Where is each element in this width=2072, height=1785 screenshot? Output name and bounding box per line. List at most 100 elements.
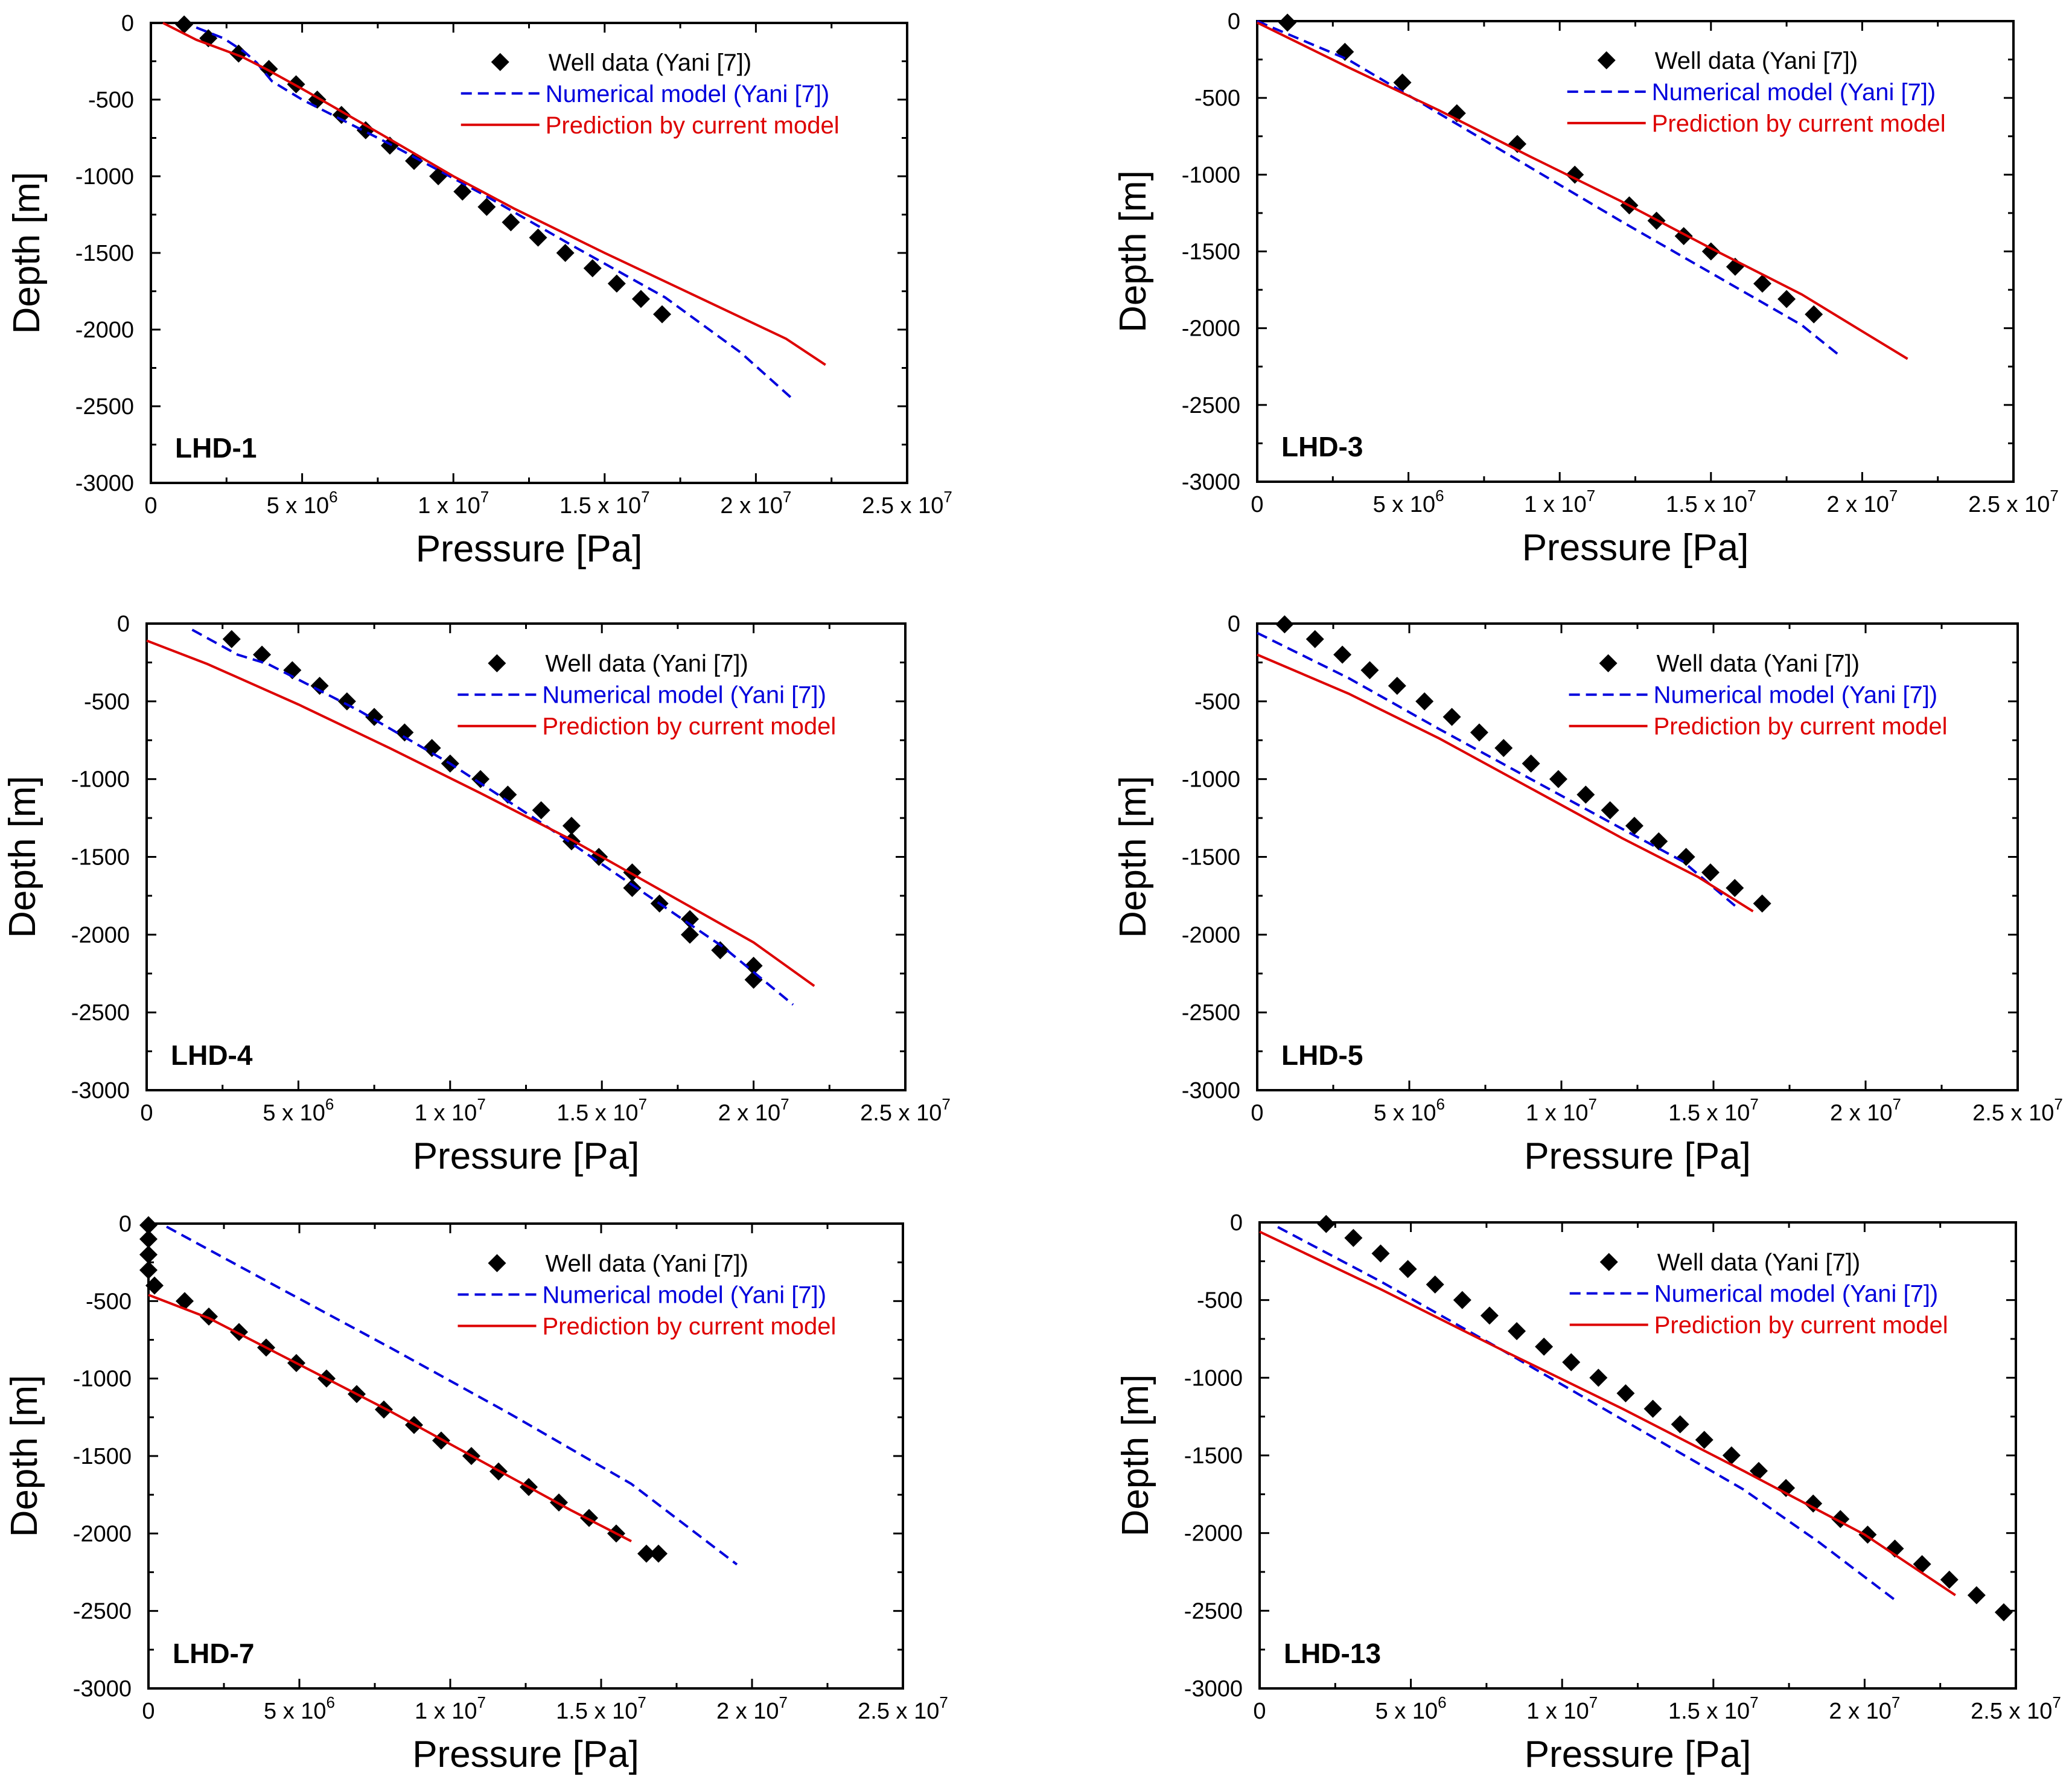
y-tick-label: -1000 [1184, 1365, 1243, 1391]
x-tick-label: 2 x 107 [1829, 1693, 1900, 1724]
x-tick-label-text: 1 x 10 [1526, 1100, 1589, 1126]
well-data-point [649, 1544, 668, 1563]
series-diamond [1317, 1215, 2013, 1621]
x-tick-label: 5 x 106 [267, 488, 338, 519]
y-tick-label: -2500 [1184, 1598, 1243, 1624]
y-tick-label: -1500 [71, 845, 130, 870]
x-tick-label-exponent: 7 [780, 1095, 789, 1113]
x-tick-label-text: 1 x 10 [415, 1100, 477, 1126]
y-tick-label: -2500 [71, 1000, 130, 1026]
x-tick-label-exponent: 6 [327, 1693, 335, 1711]
well-data-point [1753, 274, 1772, 293]
series-dash [1257, 20, 1839, 356]
well-data-point [453, 182, 472, 201]
x-tick-label: 5 x 106 [263, 1095, 334, 1126]
x-tick-label-text: 5 x 10 [1374, 1100, 1436, 1126]
y-tick-label: -3000 [75, 471, 134, 496]
well-data-point [1777, 1479, 1796, 1498]
numerical-model-line [1257, 20, 1839, 356]
y-tick-label: -2000 [1184, 1521, 1243, 1547]
x-tick-label-text: 2 x 10 [716, 1699, 779, 1724]
x-tick-label-exponent: 7 [2054, 1095, 2062, 1113]
series-dash [1277, 1225, 1896, 1601]
well-data-point [1480, 1306, 1499, 1325]
well-data-point [145, 1276, 164, 1295]
well-data-point [1625, 816, 1643, 835]
well-data-point [1453, 1291, 1471, 1309]
y-tick-label: 0 [117, 611, 130, 637]
well-data-point [477, 197, 496, 216]
legend-label: Prediction by current model [543, 1313, 837, 1340]
x-tick-label: 2 x 107 [716, 1693, 788, 1724]
legend-marker-diamond [488, 1254, 506, 1272]
y-axis-title: Depth [m] [1112, 776, 1154, 938]
well-data-point [310, 677, 329, 695]
x-tick-label-text: 2 x 10 [1826, 492, 1889, 517]
series-diamond [222, 630, 763, 989]
well-data-point [139, 1230, 158, 1248]
well-data-point [332, 106, 351, 124]
x-tick-label: 1 x 107 [418, 488, 489, 519]
y-tick-label: -500 [1194, 689, 1240, 715]
x-tick-label: 1 x 107 [415, 1095, 486, 1126]
x-tick-label: 1.5 x 107 [1666, 487, 1756, 517]
x-tick-label-exponent: 7 [942, 1095, 950, 1113]
x-tick-label-exponent: 7 [637, 1693, 646, 1711]
well-label: LHD-4 [171, 1039, 253, 1071]
legend: Well data (Yani [7]) Numerical model (Yan… [1567, 48, 1946, 137]
series-solid [148, 1294, 632, 1542]
well-data-point [1576, 785, 1595, 804]
well-data-point [422, 739, 441, 758]
series-solid [146, 639, 815, 988]
y-tick-label: 0 [121, 11, 134, 36]
well-data-point [1398, 1260, 1417, 1279]
well-data-point [1278, 13, 1297, 32]
x-tick-label-text: 0 [1251, 492, 1263, 517]
x-tick-label-text: 5 x 10 [1373, 492, 1436, 517]
well-data-point [556, 244, 575, 262]
legend-marker-diamond [1599, 654, 1618, 672]
prediction-line [1257, 653, 1754, 913]
well-data-point [1360, 661, 1379, 680]
prediction-line [146, 639, 815, 988]
well-data-point [1940, 1570, 1959, 1589]
x-tick-label-text: 5 x 10 [267, 493, 330, 519]
x-tick-label-text: 2.5 x 10 [1971, 1699, 2052, 1724]
x-tick-label: 1 x 107 [1524, 487, 1595, 517]
well-data-point [562, 816, 581, 835]
y-tick-label: -2000 [73, 1521, 132, 1547]
x-tick-label: 1.5 x 107 [1668, 1693, 1759, 1724]
x-tick-label-exponent: 7 [1747, 487, 1756, 505]
x-tick-label-exponent: 7 [1893, 1095, 1901, 1113]
x-tick-label-text: 0 [1253, 1699, 1266, 1724]
legend-marker-diamond [491, 53, 509, 71]
x-tick-label: 5 x 106 [1374, 1095, 1445, 1126]
legend-label: Prediction by current model [542, 714, 836, 740]
legend-label: Well data (Yani [7]) [1655, 48, 1858, 74]
well-data-point [222, 630, 241, 648]
legend-label: Well data (Yani [7]) [545, 651, 748, 677]
well-data-point [529, 228, 547, 247]
x-tick-label: 1.5 x 107 [559, 488, 650, 519]
well-data-point [744, 956, 763, 975]
well-data-point [1804, 1494, 1823, 1513]
x-tick-label: 2.5 x 107 [1972, 1095, 2063, 1126]
x-tick-label: 0 [1251, 1100, 1263, 1126]
legend-label: Numerical model (Yani [7]) [1652, 79, 1936, 106]
well-data-point [1671, 1415, 1689, 1434]
x-tick-label-exponent: 7 [2050, 487, 2058, 505]
legend-label: Numerical model (Yani [7]) [546, 81, 830, 107]
x-tick-label-text: 2.5 x 10 [1972, 1100, 2054, 1126]
numerical-model-line [191, 628, 794, 1006]
y-axis-title: Depth [m] [1112, 170, 1154, 333]
x-tick-label-exponent: 7 [2052, 1693, 2061, 1711]
well-data-point [253, 645, 272, 664]
x-tick-label-exponent: 7 [939, 1693, 948, 1711]
x-tick-label-exponent: 6 [325, 1095, 334, 1113]
x-tick-label: 2.5 x 107 [860, 1095, 951, 1126]
x-axis-title: Pressure [Pa] [1525, 1734, 1752, 1775]
well-data-point [653, 305, 672, 324]
legend-label: Numerical model (Yani [7]) [542, 682, 826, 709]
x-tick-label-text: 2.5 x 10 [1968, 492, 2050, 517]
y-tick-label: 0 [1228, 611, 1240, 637]
